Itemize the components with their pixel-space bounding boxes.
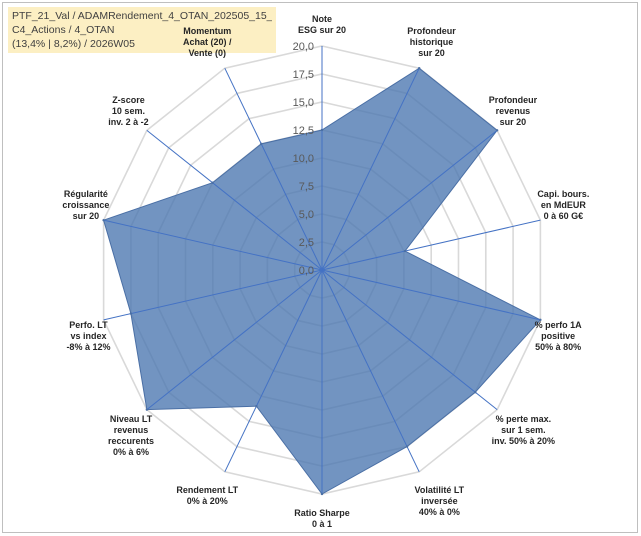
axis-label-8: Rendement LT 0% à 20% [176, 485, 238, 506]
data-point-2 [495, 129, 499, 132]
axis-spoke-9 [146, 269, 323, 411]
axis-label-7: Ratio Sharpe 0 à 1 [294, 508, 350, 529]
axis-label-line: Ratio Sharpe [294, 508, 350, 518]
data-point-6 [405, 445, 409, 448]
axis-label-line: inversée [421, 496, 458, 506]
axis-label-line: Régularité [64, 189, 108, 199]
axis-label-line: Capi. bours. [537, 189, 589, 199]
axis-spoke-11 [103, 219, 323, 271]
axis-label-line: 0 à 60 G€ [544, 211, 584, 221]
data-point-1 [417, 66, 421, 70]
axis-label-1: Profondeur historique sur 20 [407, 26, 456, 58]
axis-spoke-4 [321, 269, 541, 321]
axis-label-line: en MdEUR [541, 200, 587, 210]
axis-label-line: Volatilité LT [414, 485, 464, 495]
axis-spoke-13 [224, 67, 323, 271]
data-point-11 [102, 218, 105, 222]
axis-spoke-6 [321, 269, 420, 473]
radial-tick-label: 2,5 [299, 237, 314, 249]
axis-label-line: revenus [496, 106, 531, 116]
axis-label-5: % perte max. sur 1 sem. inv. 50% à 20% [492, 414, 555, 446]
data-point-0 [320, 128, 324, 132]
data-point-5 [474, 391, 477, 394]
data-point-10 [129, 312, 133, 315]
axis-spoke-1 [321, 67, 420, 271]
axis-label-line: Vente (0) [189, 48, 227, 58]
axis-label-13: Momentum Achat (20) / Vente (0) [183, 26, 232, 58]
axis-label-line: 50% à 80% [535, 342, 581, 352]
axis-label-line: 0% à 20% [187, 496, 228, 506]
axis-spoke-2 [321, 129, 498, 271]
radial-tick-label: 10,0 [293, 153, 314, 165]
axis-label-line: Rendement LT [176, 485, 238, 495]
radial-tick-label: 0,0 [299, 265, 314, 277]
axis-label-line: revenus [114, 425, 149, 435]
radial-tick-label: 17,5 [293, 69, 314, 81]
axis-spoke-5 [321, 269, 498, 411]
axis-label-line: Achat (20) / [183, 37, 232, 47]
axis-label-2: Profondeur revenus sur 20 [489, 95, 538, 127]
axis-label-9: Niveau LT revenus reccurents 0% à 6% [108, 414, 154, 457]
axis-label-12: Z-score 10 sem. inv. 2 à -2 [108, 95, 148, 127]
chart-header: PTF_21_Val / ADAMRendement_4_OTAN_202505… [8, 7, 276, 53]
radial-tick-label: 12,5 [293, 125, 314, 137]
axis-label-line: Perfo. LT [69, 320, 108, 330]
data-point-4 [539, 318, 542, 322]
radial-tick-label: 15,0 [293, 97, 314, 109]
data-point-8 [255, 405, 258, 408]
axis-label-line: Profondeur [407, 26, 456, 36]
axis-label-line: historique [410, 37, 454, 47]
axis-label-line: croissance [62, 200, 109, 210]
axis-label-line: positive [541, 331, 575, 341]
data-point-3 [403, 249, 407, 253]
data-point-13 [260, 142, 263, 146]
axis-label-6: Volatilité LT inversée 40% à 0% [414, 485, 464, 517]
axis-label-line: Note [312, 14, 332, 24]
axis-label-line: 40% à 0% [419, 507, 460, 517]
axis-label-10: Perfo. LT vs index -8% à 12% [66, 320, 110, 352]
axis-label-line: inv. 50% à 20% [492, 436, 555, 446]
radial-tick-label: 5,0 [299, 209, 314, 221]
header-line-3: (13,4% | 8,2%) / 2026W05 [12, 38, 135, 50]
axis-label-line: reccurents [108, 436, 154, 446]
data-point-7 [320, 492, 324, 496]
radial-tick-label: 7,5 [299, 181, 314, 193]
axis-label-11: Régularité croissance sur 20 [62, 189, 109, 221]
axis-label-0: Note ESG sur 20 [298, 14, 346, 35]
axis-label-line: Profondeur [489, 95, 538, 105]
axis-label-3: Capi. bours. en MdEUR 0 à 60 G€ [537, 189, 589, 221]
axis-spoke-10 [103, 269, 323, 321]
header-line-2: C4_Actions / 4_OTAN [12, 24, 115, 36]
axis-label-line: Niveau LT [110, 414, 153, 424]
axis-label-line: 0% à 6% [113, 447, 149, 457]
radial-tick-label: 20,0 [293, 41, 314, 53]
axis-label-line: ESG sur 20 [298, 25, 346, 35]
axis-spoke-3 [321, 219, 541, 271]
axis-label-line: % perfo 1A [535, 320, 583, 330]
axis-spoke-12 [146, 129, 323, 271]
axis-label-line: inv. 2 à -2 [108, 117, 148, 127]
axis-label-line: sur 20 [500, 117, 527, 127]
axis-label-line: % perte max. [496, 414, 552, 424]
axis-label-line: Z-score [112, 95, 145, 105]
axis-label-line: sur 20 [73, 211, 100, 221]
axis-label-line: 0 à 1 [312, 519, 332, 529]
axis-label-line: -8% à 12% [66, 342, 110, 352]
data-point-12 [211, 181, 214, 184]
axis-label-line: sur 20 [418, 48, 445, 58]
header-line-1: PTF_21_Val / ADAMRendement_4_OTAN_202505… [12, 10, 272, 22]
axis-label-line: Momentum [183, 26, 231, 36]
data-point-9 [145, 408, 149, 411]
axis-label-4: % perfo 1A positive 50% à 80% [535, 320, 583, 352]
axis-label-line: sur 1 sem. [501, 425, 546, 435]
axis-label-line: vs index [70, 331, 106, 341]
axis-spoke-8 [224, 269, 323, 473]
axis-label-line: 10 sem. [112, 106, 145, 116]
